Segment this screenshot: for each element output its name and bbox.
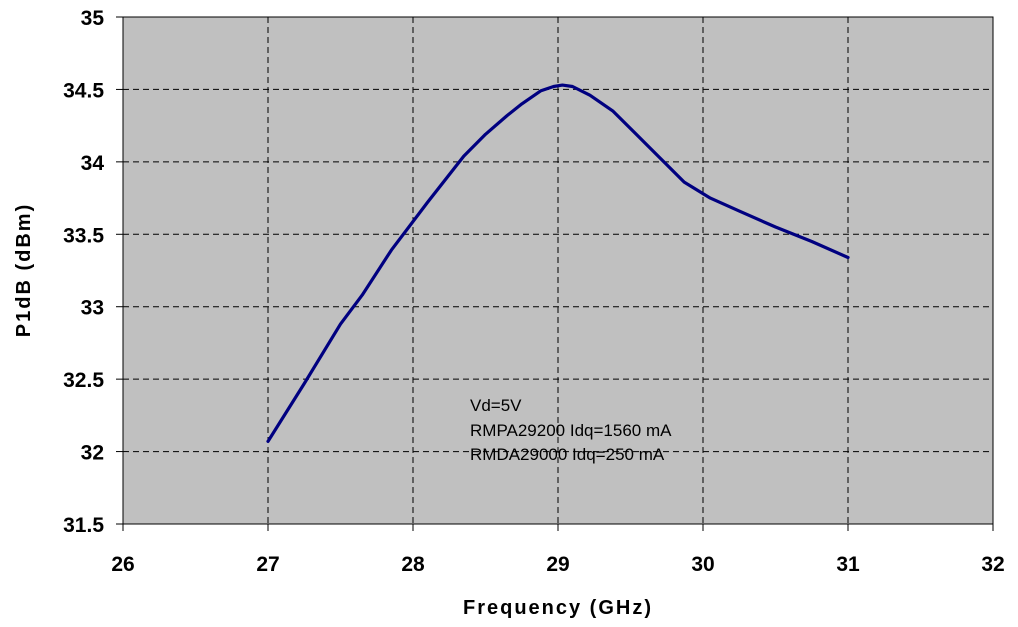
x-tick-label: 27 bbox=[256, 553, 279, 576]
annotation-line-1: Vd=5V bbox=[470, 396, 522, 415]
x-tick-label: 28 bbox=[401, 553, 425, 576]
x-tick-label: 29 bbox=[546, 553, 569, 576]
y-tick-label: 32.5 bbox=[63, 369, 104, 392]
x-tick-label: 26 bbox=[111, 553, 134, 576]
y-tick-label: 34 bbox=[81, 152, 105, 175]
y-tick-label: 31.5 bbox=[63, 514, 104, 537]
x-tick-label: 32 bbox=[981, 553, 1004, 576]
y-tick-label: 34.5 bbox=[63, 79, 104, 102]
x-axis-title: Frequency (GHz) bbox=[463, 597, 653, 619]
annotation-line-3: RMDA29000 Idq=250 mA bbox=[470, 445, 665, 464]
y-tick-labels: 35 34.5 34 33.5 33 32.5 32 31.5 bbox=[63, 7, 104, 537]
y-tick-label: 32 bbox=[81, 442, 104, 465]
grid-lines bbox=[123, 17, 993, 524]
chart-annotation: Vd=5V RMPA29200 Idq=1560 mA RMDA29000 Id… bbox=[470, 396, 672, 464]
y-tick-label: 35 bbox=[81, 7, 105, 30]
p1db-series-line bbox=[266, 83, 850, 443]
x-tick-label: 30 bbox=[691, 553, 714, 576]
x-tick-label: 31 bbox=[836, 553, 860, 576]
x-tick-labels: 26 27 28 29 30 31 32 bbox=[111, 553, 1004, 576]
y-tick-label: 33 bbox=[81, 297, 104, 320]
y-axis-title: P1dB (dBm) bbox=[13, 203, 35, 337]
y-tick-label: 33.5 bbox=[63, 224, 104, 247]
annotation-line-2: RMPA29200 Idq=1560 mA bbox=[470, 421, 672, 440]
axis-ticks bbox=[116, 16, 994, 531]
